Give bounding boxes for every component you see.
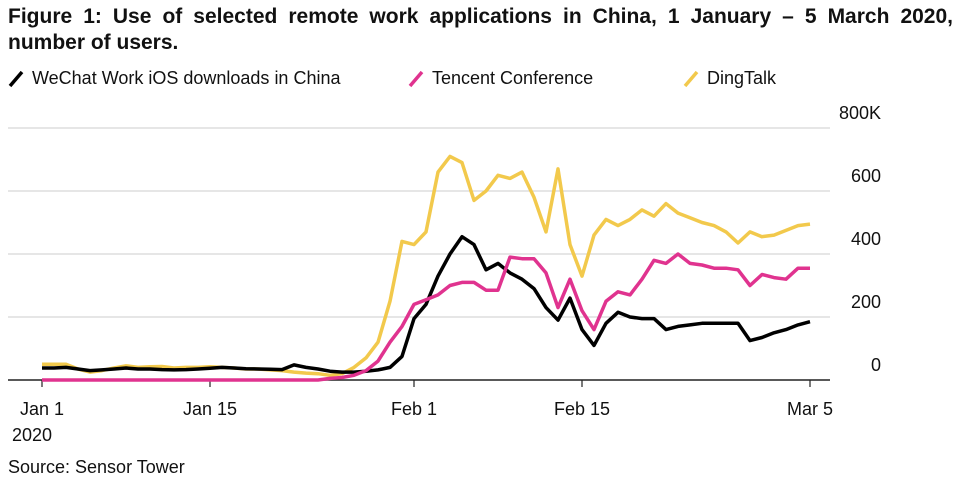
legend-swatch xyxy=(683,70,699,88)
y-tick-label: 200 xyxy=(851,292,881,312)
legend-swatch xyxy=(8,70,24,88)
x-sublabel: 2020 xyxy=(12,425,52,445)
y-tick-label: 800K xyxy=(839,103,881,123)
series-line xyxy=(42,154,811,378)
x-tick-label: Jan 1 xyxy=(20,399,64,419)
legend-label: DingTalk xyxy=(707,68,777,88)
y-tick-label: 400 xyxy=(851,229,881,249)
series-line xyxy=(42,234,811,374)
source: Source: Sensor Tower xyxy=(8,457,185,477)
y-tick-label: 0 xyxy=(871,355,881,375)
x-tick-label: Mar 5 xyxy=(787,399,833,419)
chart-title: Figure 1: Use of selected remote work ap… xyxy=(8,5,953,54)
x-tick-label: Feb 1 xyxy=(391,399,437,419)
series-line xyxy=(42,252,810,382)
legend-label: WeChat Work iOS downloads in China xyxy=(32,68,341,88)
x-tick-label: Jan 15 xyxy=(183,399,237,419)
legend-label: Tencent Conference xyxy=(432,68,593,88)
x-tick-label: Feb 15 xyxy=(554,399,610,419)
y-tick-label: 600 xyxy=(851,166,881,186)
legend-swatch xyxy=(408,70,424,88)
